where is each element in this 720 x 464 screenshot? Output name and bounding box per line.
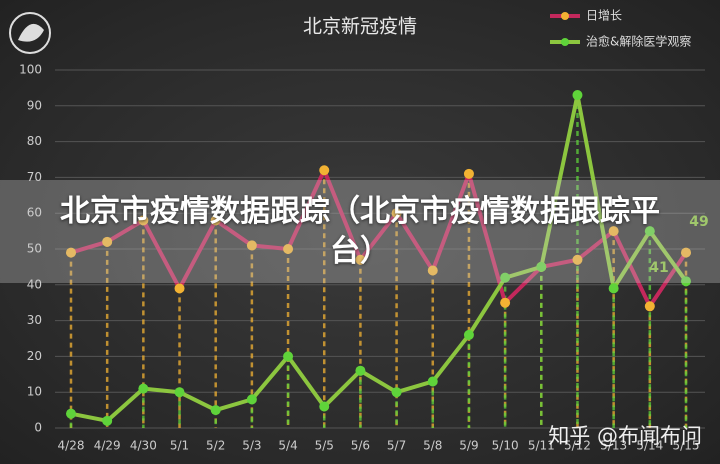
x-tick-label: 5/15 xyxy=(673,439,700,453)
x-tick-label: 5/12 xyxy=(564,439,591,453)
point xyxy=(102,415,113,426)
point xyxy=(536,261,547,272)
point xyxy=(174,387,185,398)
watermark: 知乎 @布闻布问 xyxy=(548,424,702,448)
annotation: 41 xyxy=(649,260,668,276)
x-tick-label: 5/9 xyxy=(459,439,478,453)
point xyxy=(319,165,330,176)
point xyxy=(138,215,149,226)
y-tick-label: 80 xyxy=(27,134,42,148)
point xyxy=(500,272,511,283)
x-tick-label: 5/1 xyxy=(170,439,189,453)
chart-title: 北京新冠疫情 xyxy=(303,16,417,38)
legend-label: 日增长 xyxy=(586,9,622,23)
y-tick-label: 70 xyxy=(27,170,42,184)
point xyxy=(608,283,619,294)
point xyxy=(210,405,221,416)
point xyxy=(319,401,330,412)
x-tick-label: 4/28 xyxy=(58,439,85,453)
x-tick-label: 5/2 xyxy=(206,439,225,453)
point xyxy=(283,244,294,254)
point xyxy=(210,215,221,226)
legend-marker xyxy=(561,38,569,46)
point xyxy=(500,297,511,308)
x-tick-label: 5/7 xyxy=(387,439,406,453)
point xyxy=(391,208,402,219)
point xyxy=(681,247,691,258)
x-tick-label: 5/11 xyxy=(528,439,555,453)
y-tick-label: 0 xyxy=(34,421,42,435)
overlay-banner: 北京市疫情数据跟踪（北京市疫情数据跟踪平台） xyxy=(0,180,720,283)
point xyxy=(355,365,366,376)
x-tick-label: 4/29 xyxy=(94,439,121,453)
series-line xyxy=(70,168,688,309)
series-line xyxy=(70,93,688,423)
point xyxy=(246,240,257,251)
point xyxy=(427,376,438,387)
point xyxy=(644,301,655,312)
y-tick-label: 30 xyxy=(27,313,42,327)
point xyxy=(572,254,583,265)
point xyxy=(246,394,257,405)
point xyxy=(644,226,655,237)
point xyxy=(283,351,294,362)
point xyxy=(66,408,76,419)
x-tick-label: 5/10 xyxy=(492,439,519,453)
y-tick-label: 40 xyxy=(27,277,42,291)
y-tick-label: 20 xyxy=(27,349,42,363)
x-tick-label: 5/4 xyxy=(278,439,297,453)
x-tick-label: 5/14 xyxy=(636,439,663,453)
overlay-title: 北京市疫情数据跟踪（北京市疫情数据跟踪平台） xyxy=(60,193,660,269)
point xyxy=(355,254,366,265)
y-tick-label: 60 xyxy=(27,206,42,220)
point xyxy=(427,265,438,276)
logo xyxy=(9,12,51,54)
x-tick-label: 5/3 xyxy=(242,439,261,453)
x-tick-label: 5/6 xyxy=(351,439,370,453)
point xyxy=(572,90,583,101)
point xyxy=(174,283,185,294)
x-tick-label: 4/30 xyxy=(130,439,157,453)
legend-marker xyxy=(561,12,569,20)
point xyxy=(391,387,402,398)
x-tick-label: 5/13 xyxy=(600,439,627,453)
point xyxy=(608,226,619,237)
point xyxy=(102,236,113,247)
annotation: 49 xyxy=(689,214,708,230)
point xyxy=(681,276,691,287)
point xyxy=(463,168,474,179)
y-tick-label: 10 xyxy=(27,385,42,399)
y-tick-label: 100 xyxy=(19,63,42,77)
legend-label: 治愈&解除医学观察 xyxy=(586,34,691,49)
point xyxy=(463,329,474,340)
point xyxy=(138,383,149,394)
x-tick-label: 5/8 xyxy=(423,439,442,453)
x-tick-label: 5/5 xyxy=(315,439,334,453)
y-tick-label: 90 xyxy=(27,98,42,112)
y-tick-label: 50 xyxy=(27,242,42,256)
point xyxy=(66,247,76,258)
